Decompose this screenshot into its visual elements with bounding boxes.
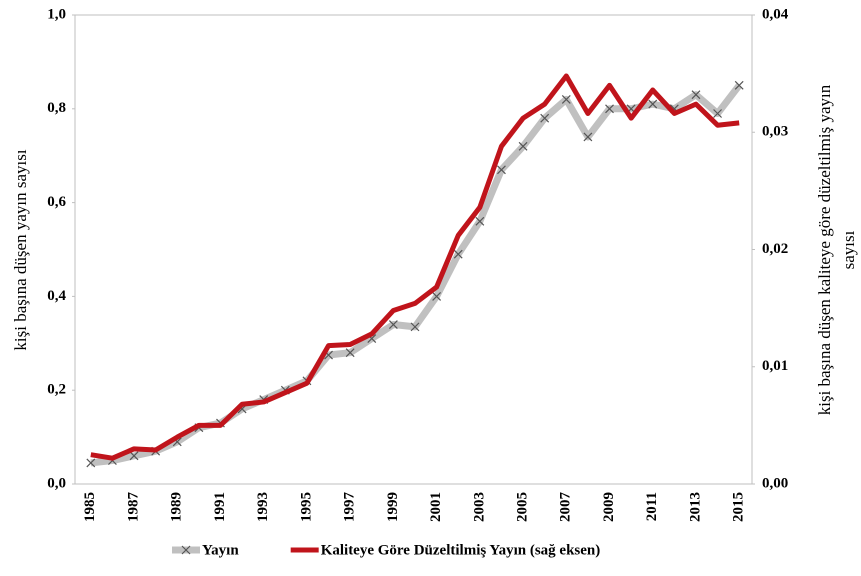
x-tick-label: 1985 [82, 492, 98, 522]
point-marker [432, 291, 442, 301]
x-tick-label: 2015 [731, 492, 747, 522]
y2-tick-label: 0,04 [762, 6, 789, 22]
point-marker [475, 216, 485, 226]
legend-label: Yayın [202, 542, 239, 558]
x-tick-label: 1989 [169, 492, 185, 522]
y2-tick-label: 0,00 [762, 475, 788, 491]
point-marker [648, 99, 658, 109]
y2-axis-label: sayısı [839, 230, 858, 269]
x-tick-label: 2001 [428, 492, 444, 522]
point-marker [518, 141, 528, 151]
y2-tick-label: 0,03 [762, 124, 788, 140]
point-marker [453, 249, 463, 259]
point-marker [691, 90, 701, 100]
point-marker [540, 113, 550, 123]
y2-tick-label: 0,02 [762, 241, 788, 257]
x-tick-label: 2011 [644, 492, 660, 521]
x-tick-label: 1999 [385, 492, 401, 522]
point-marker [561, 94, 571, 104]
x-tick-label: 2007 [558, 492, 574, 523]
point-marker [605, 104, 614, 114]
y-tick-label: 0,8 [47, 100, 66, 116]
point-marker [129, 451, 139, 461]
point-marker [734, 80, 744, 90]
legend-marker [181, 545, 191, 555]
x-tick-label: 1993 [255, 492, 271, 522]
x-tick-label: 2005 [515, 492, 531, 522]
point-marker [345, 348, 355, 358]
point-marker [713, 109, 723, 118]
y-tick-label: 1,0 [47, 6, 66, 22]
y-tick-label: 0,6 [47, 194, 66, 210]
y2-axis-label: kişi başına düşen kaliteye göre düzeltil… [815, 84, 834, 415]
point-marker [388, 320, 398, 329]
legend-label: Kaliteye Göre Düzeltilmiş Yayın (sağ eks… [321, 542, 601, 558]
y-tick-label: 0,4 [47, 288, 66, 304]
y-axis-label: kişi başına düşen yayın sayısı [11, 149, 30, 350]
series-line [90, 73, 740, 461]
series-line [90, 83, 742, 467]
point-marker [410, 322, 420, 332]
point-marker [86, 458, 96, 468]
x-tick-label: 2009 [601, 492, 617, 522]
x-tick-label: 1987 [125, 492, 141, 523]
y-tick-label: 0,0 [47, 475, 66, 491]
y-tick-label: 0,2 [47, 382, 66, 398]
x-tick-label: 1997 [342, 492, 358, 523]
plot-frame [74, 14, 753, 485]
x-tick-label: 1995 [298, 492, 314, 522]
x-tick-label: 2013 [687, 492, 703, 522]
point-marker [497, 165, 506, 175]
y2-tick-label: 0,01 [762, 358, 788, 374]
x-tick-label: 1991 [212, 492, 228, 522]
point-marker [583, 132, 593, 142]
x-tick-label: 2003 [471, 492, 487, 522]
